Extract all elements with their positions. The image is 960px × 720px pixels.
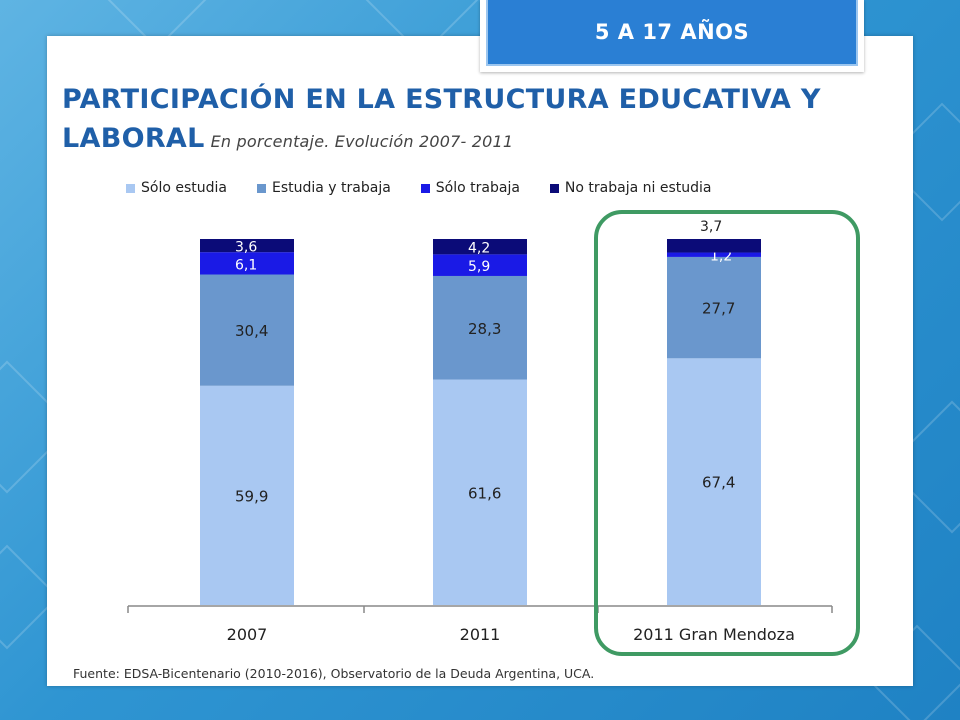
- data-label: 4,2: [468, 241, 490, 257]
- legend-swatch: [126, 183, 135, 193]
- legend-swatch: [256, 183, 266, 193]
- bar-segment: [200, 385, 294, 605]
- legend-item: Sólo trabaja: [420, 180, 520, 196]
- title-line-1: PARTICIPACIÓN EN LA ESTRUCTURA EDUCATIVA…: [62, 84, 821, 115]
- bar-segment: [200, 239, 294, 253]
- bar-segment: [433, 275, 527, 380]
- legend-label: Sólo estudia: [141, 180, 227, 196]
- title-line-2: LABORAL: [62, 123, 205, 154]
- age-badge-label: 5 A 17 AÑOS: [486, 0, 858, 66]
- bar-segment: [433, 239, 527, 255]
- x-tick-label: 2007: [227, 625, 268, 644]
- age-badge: 5 A 17 AÑOS: [480, 0, 864, 72]
- slide-title: PARTICIPACIÓN EN LA ESTRUCTURA EDUCATIVA…: [62, 80, 862, 161]
- data-label: 3,6: [235, 240, 257, 256]
- data-label: 6,1: [235, 257, 257, 273]
- bar-segment: [433, 254, 527, 276]
- bar-segment: [200, 274, 294, 386]
- x-tick-label: 2011: [460, 625, 501, 644]
- bar-segment: [667, 358, 761, 605]
- legend-item: Estudia y trabaja: [256, 180, 391, 196]
- data-label: 5,9: [468, 259, 490, 275]
- legend-item: No trabaja ni estudia: [549, 180, 712, 196]
- bar-segment: [667, 252, 761, 257]
- title-subtitle: En porcentaje. Evolución 2007- 2011: [210, 132, 514, 151]
- title-line-2-wrap: LABORAL En porcentaje. Evolución 2007- 20…: [62, 119, 862, 161]
- data-label: 30,4: [235, 322, 268, 340]
- highlight-frame: [594, 210, 860, 656]
- data-label: 61,6: [468, 484, 501, 502]
- bar-segment: [200, 252, 294, 275]
- legend-label: Estudia y trabaja: [271, 180, 391, 196]
- bar-segment: [433, 379, 527, 605]
- bar-segment: [667, 239, 761, 253]
- bar-segment: [667, 256, 761, 359]
- legend-label: No trabaja ni estudia: [564, 180, 712, 196]
- data-label: 27,7: [702, 300, 735, 318]
- legend-swatch: [549, 183, 559, 193]
- source-note: Fuente: EDSA-Bicentenario (2010-2016), O…: [73, 666, 595, 681]
- data-label: 3,7: [700, 219, 722, 235]
- data-label: 1,2: [710, 249, 732, 265]
- chart-legend: Sólo estudia Estudia y trabaja Sólo trabaj…: [126, 180, 711, 196]
- data-label: 28,3: [468, 320, 501, 338]
- data-label: 67,4: [702, 474, 735, 492]
- legend-item: Sólo estudia: [126, 180, 227, 196]
- legend-swatch: [420, 183, 430, 193]
- legend-label: Sólo trabaja: [435, 180, 520, 196]
- x-tick-label: 2011 Gran Mendoza: [633, 625, 795, 644]
- data-label: 59,9: [235, 487, 268, 505]
